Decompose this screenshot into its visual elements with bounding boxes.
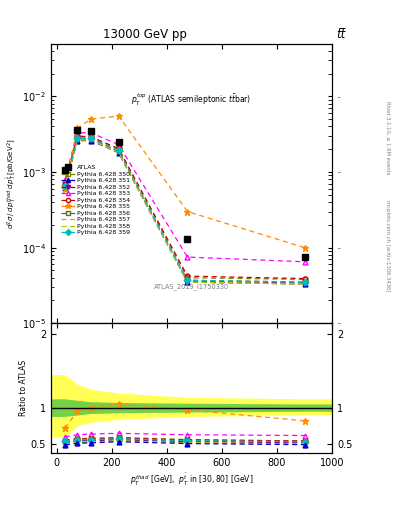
Pythia 6.428 352 bbox=[185, 278, 190, 284]
Pythia 6.428 354 bbox=[116, 145, 121, 152]
Pythia 6.428 359 bbox=[185, 277, 190, 283]
Pythia 6.428 350 bbox=[62, 182, 67, 188]
Line: Pythia 6.428 350: Pythia 6.428 350 bbox=[62, 135, 307, 282]
Pythia 6.428 350 bbox=[185, 274, 190, 281]
Line: Pythia 6.428 359: Pythia 6.428 359 bbox=[62, 136, 307, 285]
Pythia 6.428 351 bbox=[116, 150, 121, 156]
Pythia 6.428 352 bbox=[302, 280, 307, 286]
Pythia 6.428 358 bbox=[89, 137, 94, 143]
Pythia 6.428 350 bbox=[302, 276, 307, 283]
Text: 13000 GeV pp: 13000 GeV pp bbox=[103, 28, 187, 41]
ATLAS bbox=[116, 139, 121, 145]
Pythia 6.428 350 bbox=[116, 146, 121, 152]
Pythia 6.428 356 bbox=[62, 183, 67, 189]
Line: Pythia 6.428 351: Pythia 6.428 351 bbox=[62, 138, 307, 287]
Pythia 6.428 353 bbox=[75, 130, 80, 136]
Pythia 6.428 351 bbox=[89, 138, 94, 144]
Pythia 6.428 359 bbox=[116, 147, 121, 154]
Pythia 6.428 355 bbox=[89, 116, 94, 122]
Pythia 6.428 357 bbox=[302, 281, 307, 287]
ATLAS bbox=[62, 167, 67, 174]
Pythia 6.428 354 bbox=[62, 181, 67, 187]
Text: ATLAS_2019_I1750330: ATLAS_2019_I1750330 bbox=[154, 284, 229, 290]
ATLAS bbox=[89, 128, 94, 134]
Pythia 6.428 359 bbox=[89, 135, 94, 141]
Pythia 6.428 357 bbox=[116, 150, 121, 156]
Y-axis label: Ratio to ATLAS: Ratio to ATLAS bbox=[19, 360, 28, 416]
Line: Pythia 6.428 356: Pythia 6.428 356 bbox=[62, 136, 307, 285]
Pythia 6.428 358 bbox=[116, 150, 121, 156]
Pythia 6.428 356 bbox=[116, 148, 121, 154]
Line: Pythia 6.428 358: Pythia 6.428 358 bbox=[65, 140, 305, 284]
Pythia 6.428 350 bbox=[75, 134, 80, 140]
Line: Pythia 6.428 354: Pythia 6.428 354 bbox=[62, 134, 307, 281]
ATLAS bbox=[75, 127, 80, 133]
Pythia 6.428 352 bbox=[89, 136, 94, 142]
Pythia 6.428 358 bbox=[185, 279, 190, 285]
Pythia 6.428 355 bbox=[75, 125, 80, 131]
Pythia 6.428 356 bbox=[185, 277, 190, 283]
Pythia 6.428 352 bbox=[75, 136, 80, 142]
Text: tt̅: tt̅ bbox=[336, 28, 345, 41]
Pythia 6.428 353 bbox=[116, 142, 121, 148]
Legend: ATLAS, Pythia 6.428 350, Pythia 6.428 351, Pythia 6.428 352, Pythia 6.428 353, P: ATLAS, Pythia 6.428 350, Pythia 6.428 35… bbox=[60, 164, 132, 237]
Pythia 6.428 354 bbox=[89, 134, 94, 140]
ATLAS bbox=[185, 236, 190, 242]
Line: Pythia 6.428 357: Pythia 6.428 357 bbox=[65, 140, 305, 284]
Pythia 6.428 357 bbox=[185, 279, 190, 285]
Pythia 6.428 353 bbox=[89, 130, 94, 136]
Line: Pythia 6.428 353: Pythia 6.428 353 bbox=[62, 131, 307, 264]
Pythia 6.428 357 bbox=[62, 184, 67, 190]
Pythia 6.428 355 bbox=[116, 113, 121, 119]
Text: $p_T^{top}$ (ATLAS semileptonic $t\bar{t}$bar): $p_T^{top}$ (ATLAS semileptonic $t\bar{t… bbox=[131, 91, 252, 108]
Pythia 6.428 352 bbox=[116, 148, 121, 155]
Pythia 6.428 353 bbox=[302, 259, 307, 265]
Pythia 6.428 358 bbox=[62, 184, 67, 190]
Pythia 6.428 357 bbox=[75, 137, 80, 143]
X-axis label: $p_T^{thad}\ \mathrm{[GeV]},\ p_T^{\bar{t}}\ \mathrm{in}\ [30,80]\ \mathrm{[GeV]: $p_T^{thad}\ \mathrm{[GeV]},\ p_T^{\bar{… bbox=[130, 472, 253, 488]
Pythia 6.428 359 bbox=[302, 279, 307, 285]
Pythia 6.428 354 bbox=[185, 273, 190, 279]
Pythia 6.428 353 bbox=[62, 177, 67, 183]
Pythia 6.428 358 bbox=[75, 137, 80, 143]
Pythia 6.428 355 bbox=[62, 186, 67, 192]
Pythia 6.428 351 bbox=[62, 185, 67, 191]
Pythia 6.428 355 bbox=[302, 245, 307, 251]
Pythia 6.428 356 bbox=[302, 279, 307, 285]
Pythia 6.428 352 bbox=[62, 184, 67, 190]
Pythia 6.428 351 bbox=[302, 281, 307, 287]
Pythia 6.428 356 bbox=[75, 136, 80, 142]
Text: Rivet 3.1.10, ≥ 1.9M events: Rivet 3.1.10, ≥ 1.9M events bbox=[385, 101, 390, 175]
Pythia 6.428 359 bbox=[62, 183, 67, 189]
Text: mcplots.cern.ch [arXiv:1306.3436]: mcplots.cern.ch [arXiv:1306.3436] bbox=[385, 200, 390, 291]
Pythia 6.428 354 bbox=[302, 275, 307, 282]
Y-axis label: $d^2\sigma\,/\,d\,p_T^{thad}\,d\,p_T^{\bar{t}}\,\mathrm{[pb/GeV^2]}$: $d^2\sigma\,/\,d\,p_T^{thad}\,d\,p_T^{\b… bbox=[5, 138, 19, 229]
Pythia 6.428 351 bbox=[185, 279, 190, 285]
Line: ATLAS: ATLAS bbox=[62, 127, 307, 260]
Pythia 6.428 358 bbox=[302, 281, 307, 287]
Line: Pythia 6.428 355: Pythia 6.428 355 bbox=[61, 113, 308, 251]
Pythia 6.428 354 bbox=[75, 133, 80, 139]
Pythia 6.428 353 bbox=[185, 254, 190, 260]
Pythia 6.428 351 bbox=[75, 138, 80, 144]
ATLAS bbox=[302, 254, 307, 260]
Pythia 6.428 350 bbox=[89, 134, 94, 140]
Pythia 6.428 355 bbox=[185, 208, 190, 215]
Pythia 6.428 357 bbox=[89, 137, 94, 143]
Pythia 6.428 359 bbox=[75, 135, 80, 141]
Pythia 6.428 356 bbox=[89, 136, 94, 142]
Line: Pythia 6.428 352: Pythia 6.428 352 bbox=[62, 137, 307, 286]
